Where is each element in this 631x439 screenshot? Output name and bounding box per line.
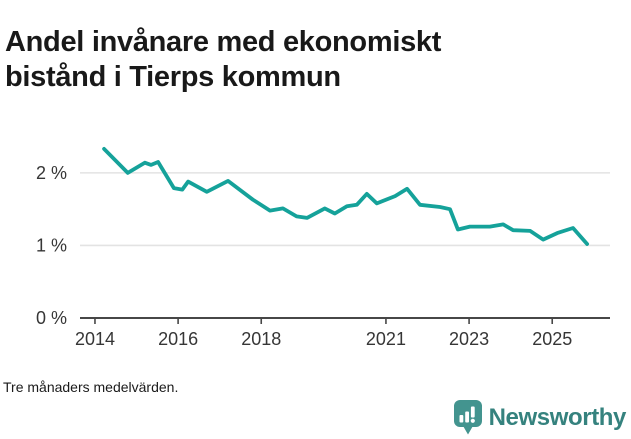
logo-bar-short	[459, 415, 463, 423]
chart-title: Andel invånare med ekonomiskt bistånd i …	[5, 25, 605, 95]
chart-title-line1: Andel invånare med ekonomiskt	[5, 26, 442, 59]
logo-bubble-tail	[462, 425, 474, 435]
x-axis-label-2016: 2016	[158, 329, 198, 349]
newsworthy-logo: Newsworthy	[453, 399, 626, 436]
x-axis-label-2021: 2021	[366, 329, 406, 349]
chart-title-line2: bistånd i Tierps kommun	[5, 61, 341, 94]
y-axis-label-0: 0 %	[36, 308, 67, 328]
newsworthy-bubble-chart-icon	[453, 400, 482, 435]
newsworthy-wordmark: Newsworthy	[488, 403, 627, 431]
x-axis-label-2018: 2018	[241, 329, 281, 349]
chart-footnote: Tre månaders medelvärden.	[3, 379, 179, 395]
x-axis-label-2014: 2014	[75, 329, 115, 349]
logo-exclamation-bar	[470, 406, 475, 418]
y-axis-label-2: 2 %	[36, 163, 67, 183]
x-axis-label-2025: 2025	[532, 329, 572, 349]
x-axis-label-2023: 2023	[449, 329, 489, 349]
logo-exclamation-dot	[470, 418, 475, 423]
y-axis-label-1: 1 %	[36, 235, 67, 255]
logo-bar-medium	[464, 411, 469, 423]
trend-line	[102, 147, 589, 246]
